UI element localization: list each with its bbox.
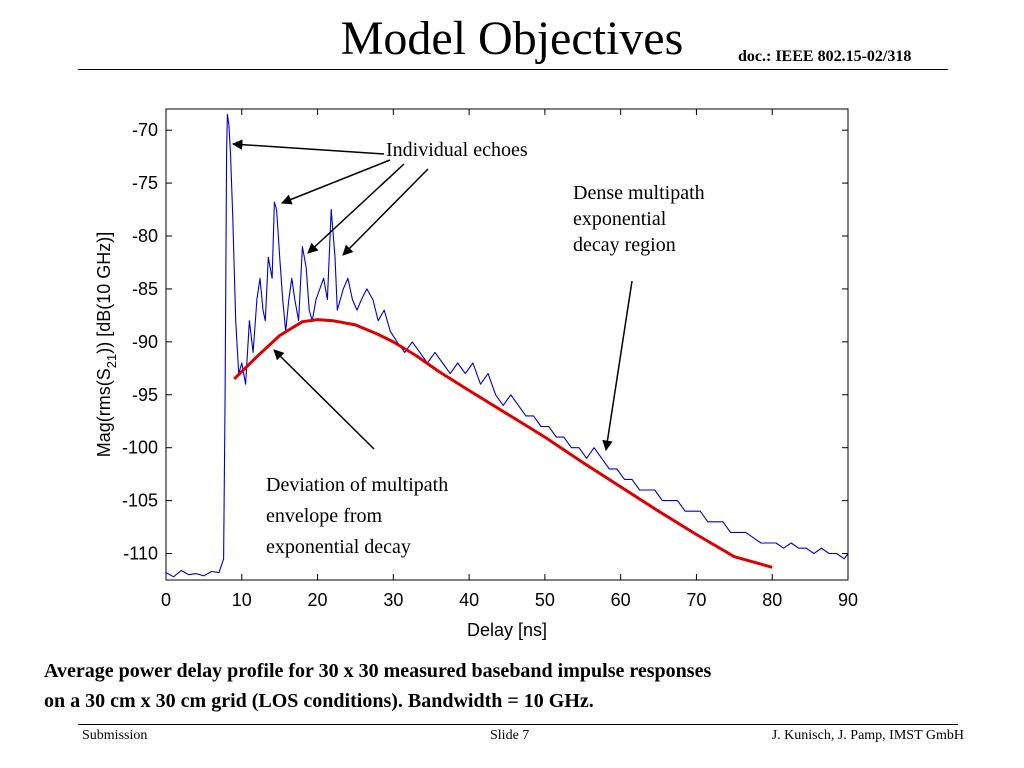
echo-arrow-4 <box>342 168 429 256</box>
dense-label-line-2: exponential <box>573 208 667 230</box>
x-tick-label: 60 <box>611 590 631 610</box>
echo-arrow-1 <box>231 139 385 155</box>
dense-label-line-1: Dense multipath <box>573 182 705 204</box>
x-tick-label: 70 <box>686 590 706 610</box>
footer-authors: J. Kunisch, J. Pamp, IMST GmbH <box>771 728 964 743</box>
document-reference: doc.: IEEE 802.15-02/318 <box>738 48 912 65</box>
slide-title: Model Objectives <box>340 12 684 65</box>
echoes-label: Individual echoes <box>386 139 528 161</box>
y-tick-label: -90 <box>132 332 158 352</box>
y-tick-label: -75 <box>132 173 158 193</box>
dense-label-line-3: decay region <box>573 234 676 256</box>
caption-line-2: on a 30 cm x 30 cm grid (LOS conditions)… <box>44 690 594 712</box>
y-tick-label: -95 <box>132 385 158 405</box>
x-axis-label: Delay [ns] <box>467 620 547 640</box>
measured-profile-line <box>165 113 849 578</box>
echo-arrow-3 <box>307 163 405 254</box>
x-tick-label: 50 <box>535 590 555 610</box>
y-tick-label: -70 <box>132 120 158 140</box>
deviation-label-line-1: Deviation of multipath <box>266 474 449 496</box>
x-tick-label: 80 <box>762 590 782 610</box>
deviation-label-line-2: envelope from <box>266 505 383 527</box>
x-tick-label: 30 <box>383 590 403 610</box>
x-tick-label: 0 <box>161 590 171 610</box>
figure-caption: Average power delay profile for 30 x 30 … <box>44 656 944 716</box>
annotation-arrows <box>231 139 633 452</box>
footer-submission: Submission <box>82 728 148 743</box>
x-tick-label: 20 <box>308 590 328 610</box>
plot-frame <box>165 108 849 581</box>
echo-arrow-2 <box>281 159 391 205</box>
header-rule <box>78 69 948 70</box>
y-tick-label: -85 <box>132 279 158 299</box>
y-tick-label: -110 <box>123 544 158 564</box>
x-tick-label: 10 <box>232 590 252 610</box>
deviation-annotation: Deviation of multipath envelope from exp… <box>266 470 448 563</box>
x-tick-label: 40 <box>459 590 479 610</box>
y-tick-label: -80 <box>132 226 158 246</box>
deviation-arrow <box>273 349 375 450</box>
footer-rule <box>78 724 958 725</box>
dense-region-arrow <box>602 280 633 452</box>
y-tick-label: -100 <box>122 438 158 458</box>
echoes-annotation: Individual echoes <box>386 137 528 163</box>
footer-slide-number: Slide 7 <box>490 728 530 743</box>
y-tick-label: -105 <box>122 491 158 511</box>
deviation-label-line-3: exponential decay <box>266 536 411 558</box>
x-tick-label: 90 <box>838 590 858 610</box>
caption-line-1: Average power delay profile for 30 x 30 … <box>44 660 712 682</box>
y-axis-label: Mag(rms(S21)) [dB(10 GHz)] <box>94 232 119 458</box>
dense-region-annotation: Dense multipath exponential decay region <box>573 180 705 258</box>
model-decay-line <box>233 318 773 569</box>
